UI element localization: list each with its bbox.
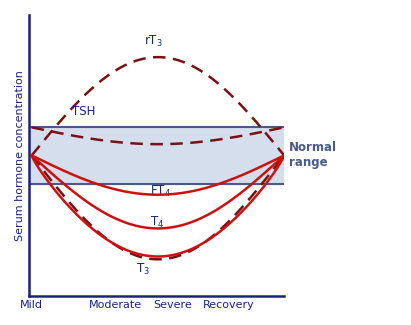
- Y-axis label: Serum hormone concentration: Serum hormone concentration: [15, 70, 25, 241]
- Text: TSH: TSH: [72, 105, 95, 118]
- Bar: [29, 127, 284, 184]
- Text: T$_4$: T$_4$: [150, 215, 164, 230]
- Text: rT$_3$: rT$_3$: [143, 33, 162, 49]
- Text: FT$_4$: FT$_4$: [150, 184, 171, 200]
- Text: T$_3$: T$_3$: [136, 262, 150, 277]
- Text: Normal
range: Normal range: [289, 141, 337, 169]
